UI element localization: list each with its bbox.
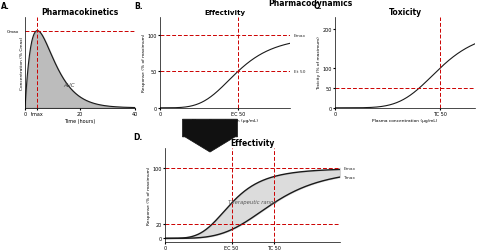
Text: AUC: AUC — [64, 83, 75, 88]
Text: C.: C. — [314, 2, 322, 11]
Text: Pharmacodynamics: Pharmacodynamics — [268, 0, 352, 8]
Text: Emax: Emax — [294, 34, 306, 38]
Text: Therapeutic range: Therapeutic range — [228, 200, 277, 204]
Text: Et 50: Et 50 — [294, 70, 306, 74]
Text: B.: B. — [134, 2, 142, 11]
Title: Pharmacokinetics: Pharmacokinetics — [42, 8, 118, 17]
Y-axis label: Response (% of maximum): Response (% of maximum) — [147, 166, 151, 224]
Title: Effectivity: Effectivity — [230, 139, 274, 148]
X-axis label: Plasma concentration (µg/mL): Plasma concentration (µg/mL) — [372, 118, 438, 122]
Title: Effectivity: Effectivity — [204, 10, 246, 16]
Text: A.: A. — [1, 2, 10, 11]
X-axis label: Plasma Concentration (µg/mL): Plasma Concentration (µg/mL) — [192, 118, 258, 122]
Text: Cmax: Cmax — [7, 29, 20, 34]
Text: Emax: Emax — [344, 166, 355, 170]
Title: Toxicity: Toxicity — [388, 8, 422, 17]
Text: D.: D. — [134, 132, 143, 141]
X-axis label: Time (hours): Time (hours) — [64, 118, 96, 123]
Y-axis label: Concentration (% Cmax): Concentration (% Cmax) — [20, 37, 24, 89]
Y-axis label: Response (% of maximum): Response (% of maximum) — [142, 34, 146, 92]
Text: Tmax: Tmax — [344, 175, 355, 179]
Y-axis label: Toxicity (% of maximum): Toxicity (% of maximum) — [317, 36, 321, 90]
